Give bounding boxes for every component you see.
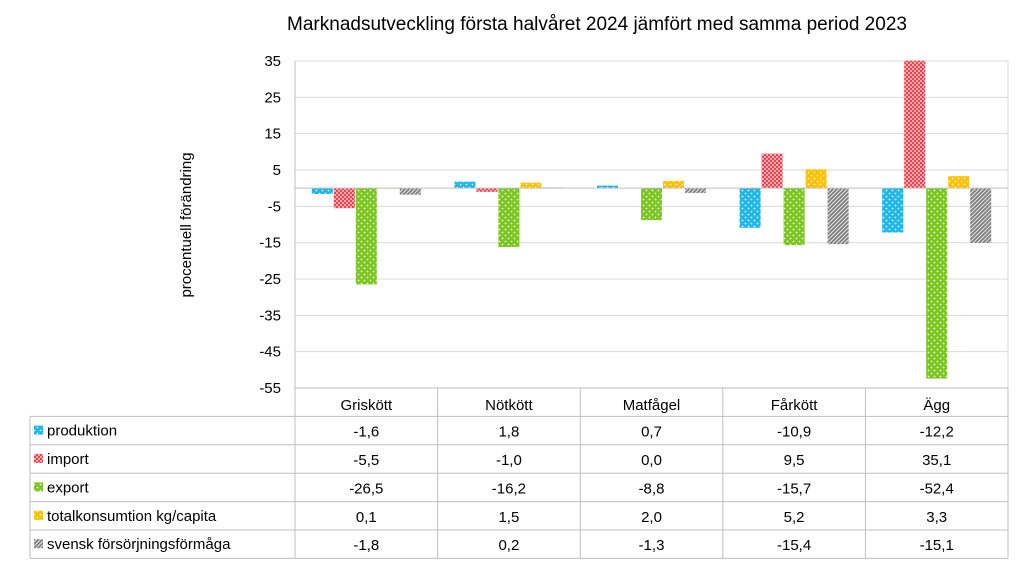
table-value: -5,5: [353, 452, 379, 469]
bar-svensk-0: [399, 188, 421, 195]
table-value: 3,3: [926, 509, 947, 526]
y-tick-label: -35: [259, 307, 281, 324]
table-value: -8,8: [639, 480, 665, 497]
category-label: Fårkött: [771, 397, 819, 414]
bar-export-1: [498, 188, 520, 248]
table-value: -1,6: [353, 424, 379, 441]
category-label: Griskött: [340, 397, 393, 414]
bar-produktion-4: [882, 188, 904, 233]
legend-key-produktion: [34, 425, 43, 435]
legend-label: export: [47, 479, 90, 496]
table-value: -15,4: [777, 537, 811, 554]
y-tick-label: 15: [264, 126, 281, 143]
y-tick-label: 35: [264, 53, 281, 70]
bar-totalkonsumtion-3: [805, 169, 827, 189]
table-value: 5,2: [784, 509, 805, 526]
bar-export-2: [641, 188, 662, 221]
table-value: 9,5: [784, 452, 805, 469]
y-axis-label: procentuell förändring: [178, 152, 195, 297]
table-value: 1,5: [498, 509, 519, 526]
table-value: -10,9: [777, 424, 811, 441]
bar-import-3: [761, 153, 783, 189]
table-value: -15,1: [920, 537, 954, 554]
bar-totalkonsumtion-4: [948, 176, 970, 189]
bar-export-0: [355, 188, 377, 285]
table-value: -1,3: [639, 537, 665, 554]
bar-import-4: [904, 60, 926, 189]
bar-produktion-1: [454, 181, 476, 189]
category-label: Ägg: [923, 397, 950, 414]
bar-import-0: [333, 188, 355, 209]
bar-export-3: [783, 188, 805, 246]
y-tick-label: 25: [264, 89, 281, 106]
table-value: -16,2: [492, 480, 526, 497]
table-value: 0,2: [498, 537, 519, 554]
bar-svensk-4: [970, 188, 992, 244]
table-value: -12,2: [920, 424, 954, 441]
y-tick-label: 5: [273, 162, 281, 179]
bar-produktion-2: [597, 185, 618, 189]
table-value: -1,8: [353, 537, 379, 554]
y-tick-label: -15: [259, 235, 281, 252]
legend-label: produktion: [47, 423, 117, 440]
table-value: -15,7: [777, 480, 811, 497]
y-tick-label: -55: [259, 380, 281, 397]
category-label: Nötkött: [485, 397, 533, 414]
chart-title: Marknadsutveckling första halvåret 2024 …: [287, 14, 907, 35]
bar-import-1: [476, 188, 498, 192]
bar-svensk-3: [827, 188, 849, 245]
bar-produktion-3: [739, 188, 761, 228]
legend-key-totalkonsumtion: [34, 510, 43, 520]
table-value: 2,0: [641, 509, 662, 526]
legend-key-import: [34, 454, 43, 463]
table-value: 0,7: [641, 424, 662, 441]
table-value: -26,5: [349, 480, 383, 497]
bars: [295, 60, 1008, 379]
data-table: Griskött Nötkött Matfågel Fårkött Ägg produkt…: [29, 387, 1009, 559]
bar-svensk-2: [685, 188, 706, 193]
y-tick-label: -5: [268, 198, 281, 215]
table-value: -52,4: [920, 480, 954, 497]
y-axis-ticks: 35 25 15 5 -5 -15 -25 -35 -45 -55: [259, 53, 281, 397]
bar-export-4: [926, 188, 948, 379]
table-value: 35,1: [922, 452, 951, 469]
bar-totalkonsumtion-1: [520, 182, 542, 189]
table-value: 0,1: [356, 509, 377, 526]
bar-produktion-0: [311, 188, 333, 194]
table-value: 1,8: [498, 424, 519, 441]
table-value: -1,0: [496, 452, 522, 469]
legend-key-export: [34, 482, 43, 492]
legend-label: totalkonsumtion kg/capita: [47, 508, 217, 525]
y-tick-label: -25: [259, 271, 281, 288]
legend-label: import: [47, 451, 90, 468]
legend-key-svensk: [34, 539, 43, 549]
legend-label: svensk försörjningsförmåga: [47, 536, 231, 553]
bar-totalkonsumtion-2: [663, 180, 684, 189]
y-tick-label: -45: [259, 344, 281, 361]
category-label: Matfågel: [623, 397, 681, 414]
table-value: 0,0: [641, 452, 662, 469]
